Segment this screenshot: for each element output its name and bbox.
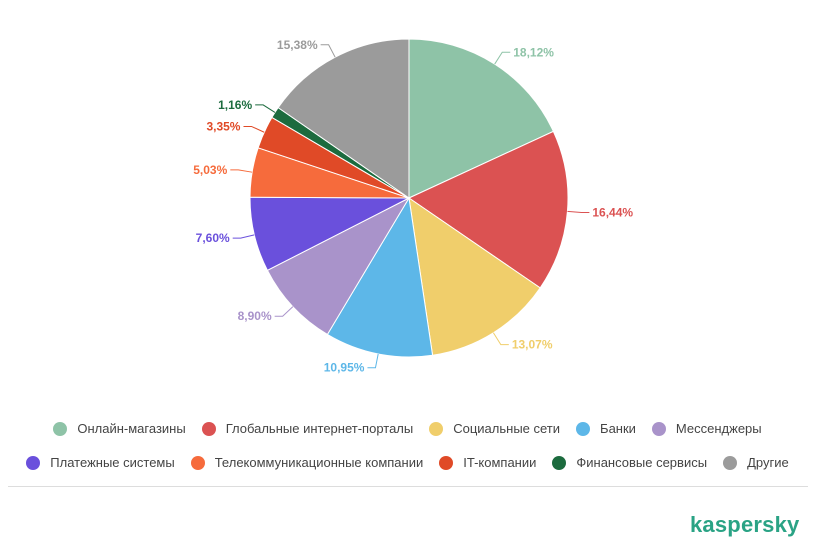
kaspersky-logo: kaspersky [690, 512, 800, 537]
legend-row-2: Платежные системы Телекоммуникационные к… [0, 455, 815, 470]
slice-data-label: 15,38% [277, 38, 318, 52]
legend-label: Онлайн-магазины [77, 421, 186, 436]
label-leader-line [494, 51, 511, 65]
legend-label: Банки [600, 421, 636, 436]
label-leader-line [255, 104, 276, 113]
legend-swatch [190, 455, 205, 470]
label-leader-line [232, 234, 255, 239]
slice-data-label: 10,95% [324, 361, 365, 375]
legend-swatch [552, 455, 567, 470]
slice-data-label: 18,12% [513, 45, 554, 59]
label-leader-line [567, 210, 590, 214]
pie-slice [266, 196, 411, 336]
slice-data-label: 13,07% [512, 338, 553, 352]
legend-label: Глобальные интернет-порталы [225, 421, 414, 436]
label-leader-line [243, 125, 265, 133]
legend-item-online-shops[interactable]: Онлайн-магазины [53, 421, 186, 436]
label-leader-line [367, 353, 379, 369]
label-leader-line [230, 169, 253, 173]
legend-item-financial-services[interactable]: Финансовые сервисы [552, 455, 707, 470]
pie-slice [326, 196, 434, 358]
pie-slice [407, 130, 569, 289]
legend-item-it-companies[interactable]: IT-компании [439, 455, 536, 470]
legend-item-global-portals[interactable]: Глобальные интернет-порталы [201, 421, 414, 436]
label-leader-line [274, 306, 294, 317]
divider [8, 486, 808, 487]
legend-swatch [26, 455, 41, 470]
legend-label: Платежные системы [50, 455, 175, 470]
legend-label: Социальные сети [453, 421, 561, 436]
slice-data-label: 7,60% [196, 231, 230, 245]
legend-swatch [439, 455, 454, 470]
legend-item-social-networks[interactable]: Социальные сети [429, 421, 560, 436]
legend-item-messengers[interactable]: Мессенджеры [651, 421, 762, 436]
legend-label: Другие [747, 455, 789, 470]
legend-label: Мессенджеры [675, 421, 762, 436]
legend-item-others[interactable]: Другие [723, 455, 789, 470]
label-leader-line [492, 332, 509, 346]
pie-slice [277, 38, 410, 199]
pie-chart: 18,12% 16,44% 13,07% 10,95% 8,90% 7,60% 5,03% 3… [193, 38, 633, 375]
slice-data-label: 16,44% [592, 206, 633, 220]
legend-item-payment-systems[interactable]: Платежные системы [26, 455, 175, 470]
legend-swatch [576, 421, 591, 436]
legend-swatch [651, 421, 666, 436]
legend-item-telecom[interactable]: Телекоммуникационные компании [190, 455, 424, 470]
legend-label: Телекоммуникационные компании [214, 455, 424, 470]
label-leader-line [320, 44, 336, 58]
legend-item-banks[interactable]: Банки [576, 421, 636, 436]
pie-slice [408, 196, 541, 356]
slice-data-label: 3,35% [206, 119, 240, 133]
legend-swatch [53, 421, 68, 436]
legend-row-1: Онлайн-магазины Глобальные интернет-порт… [0, 421, 815, 436]
legend-label: Финансовые сервисы [576, 455, 708, 470]
legend-swatch [723, 455, 738, 470]
legend-swatch [201, 421, 216, 436]
slice-data-label: 8,90% [238, 309, 272, 323]
legend-swatch [429, 421, 444, 436]
legend-label: IT-компании [463, 455, 537, 470]
slice-data-label: 5,03% [193, 163, 227, 177]
slice-data-label: 1,16% [218, 98, 252, 112]
